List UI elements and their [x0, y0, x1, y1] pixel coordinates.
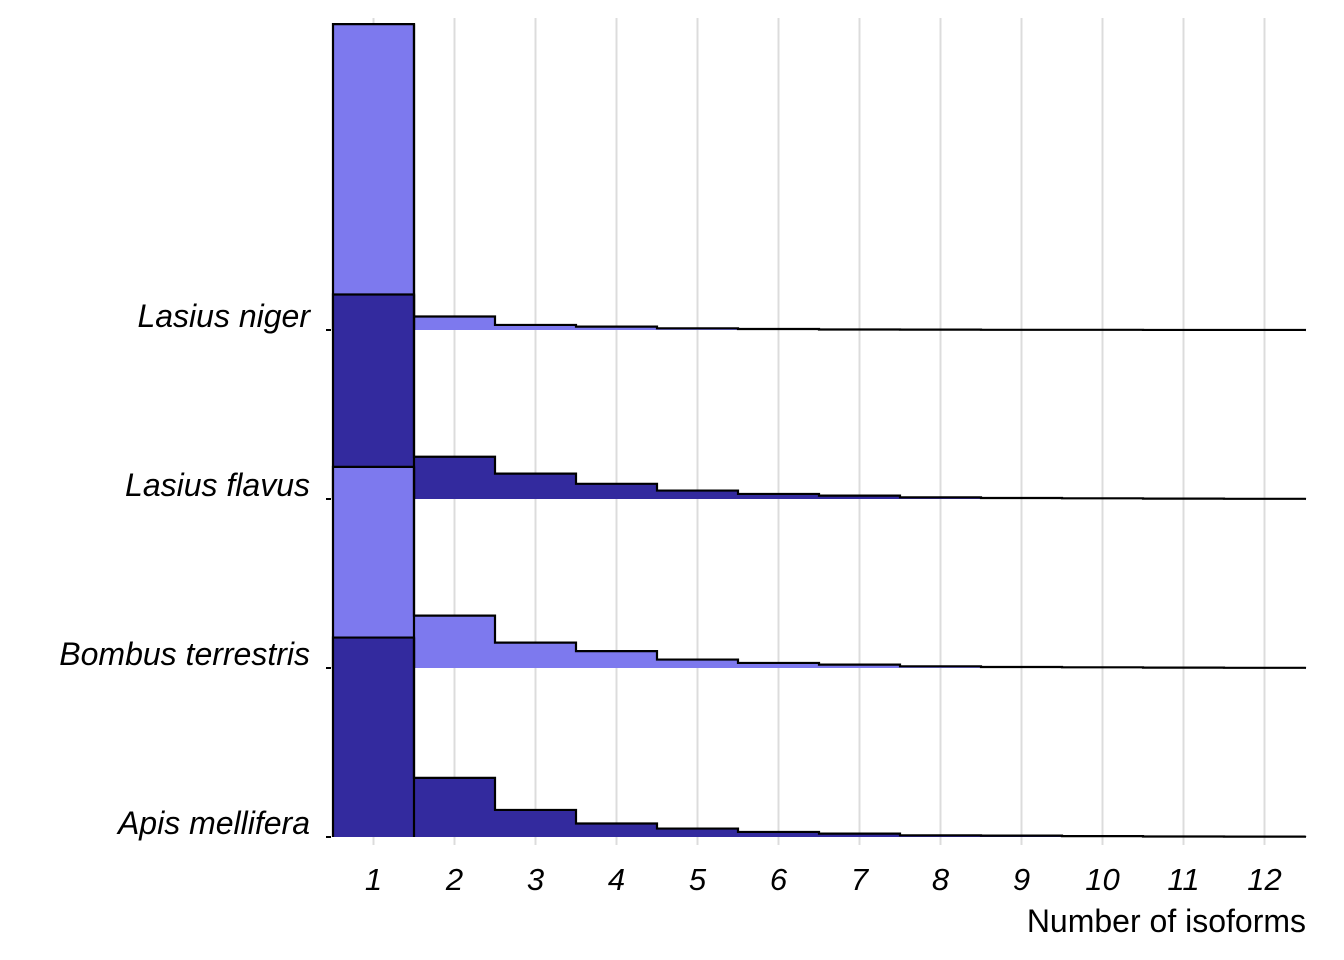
ridge-lasius-flavus: [331, 293, 1307, 501]
ridge-apis-mellifera: [331, 636, 1307, 839]
ridge-outline: [331, 465, 1307, 670]
ridges: [331, 23, 1307, 839]
x-tick-label-7: 7: [851, 862, 870, 897]
ridge-fill: [333, 637, 1305, 837]
x-tick-label-6: 6: [770, 862, 788, 897]
ridge-fill: [333, 466, 1305, 668]
x-tick-label-4: 4: [608, 862, 625, 897]
x-tick-label-3: 3: [527, 862, 544, 897]
y-label-bombus-terrestris: Bombus terrestris: [59, 636, 310, 672]
ridge-outline: [331, 23, 1307, 332]
y-label-apis-mellifera: Apis mellifera: [116, 805, 310, 841]
x-tick-label-9: 9: [1013, 862, 1030, 897]
ridge-outline: [331, 636, 1307, 839]
x-tick-label-2: 2: [445, 862, 463, 897]
ridge-lasius-niger: [331, 23, 1307, 332]
grid-lines: [372, 18, 1266, 845]
x-axis: 1 2 3 4 5 6 7 8 9 10 11 12: [365, 862, 1282, 897]
ridge-fill: [333, 24, 1305, 331]
x-tick-label-11: 11: [1167, 862, 1199, 897]
ridge-bombus-terrestris: [331, 465, 1307, 670]
x-tick-label-1: 1: [365, 862, 382, 897]
x-tick-label-12: 12: [1247, 862, 1281, 897]
x-tick-label-5: 5: [689, 862, 707, 897]
y-label-lasius-niger: Lasius niger: [137, 298, 311, 334]
ridge-fill: [333, 294, 1305, 499]
y-axis: Apis mellifera Bombus terrestris Lasius fl…: [59, 298, 331, 841]
ridge-outline: [331, 293, 1307, 501]
x-axis-title: Number of isoforms: [1027, 903, 1306, 939]
x-tick-label-10: 10: [1085, 862, 1119, 897]
y-label-lasius-flavus: Lasius flavus: [125, 467, 310, 503]
x-tick-label-8: 8: [932, 862, 950, 897]
